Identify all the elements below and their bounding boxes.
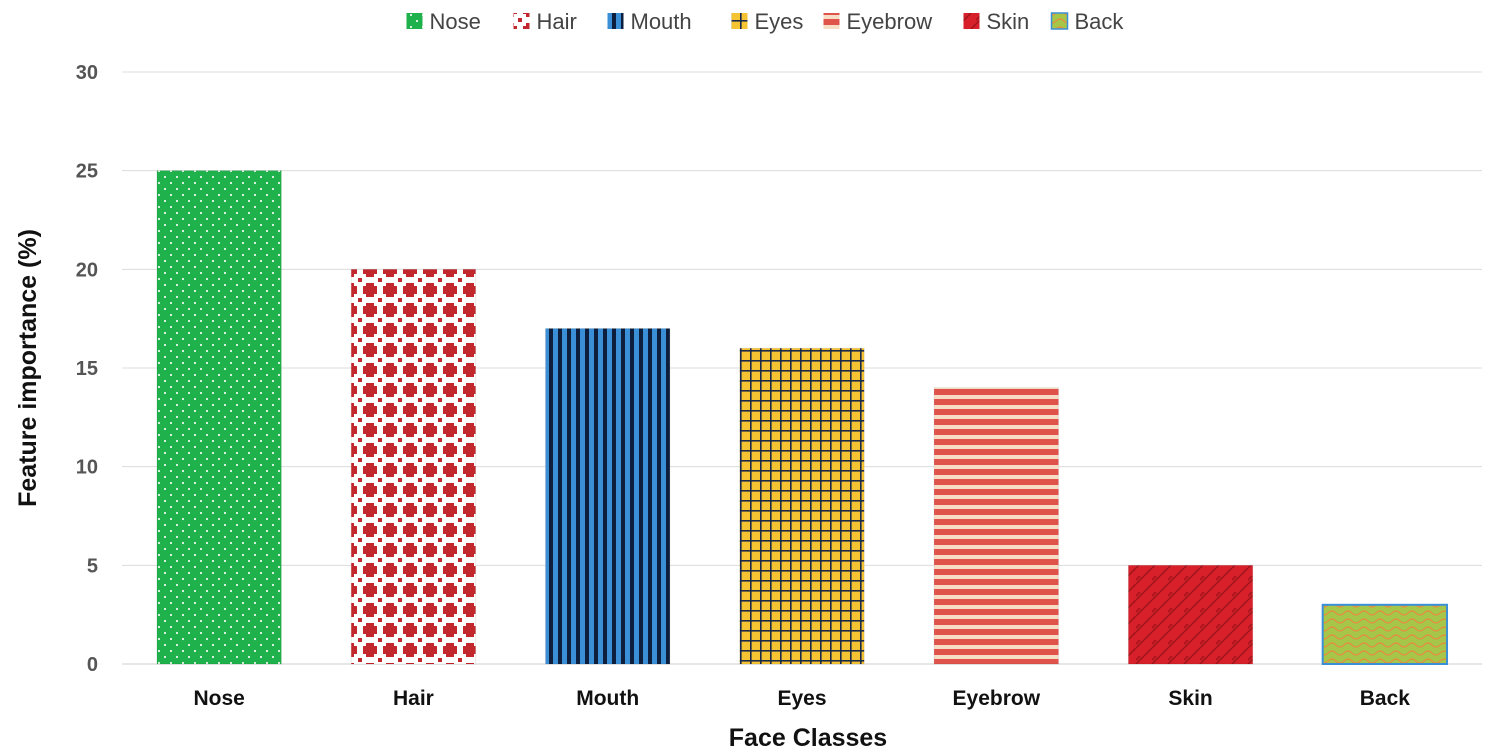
legend-label-nose: Nose — [430, 9, 481, 34]
legend-swatch-mouth — [607, 13, 624, 29]
legend-label-hair: Hair — [537, 9, 577, 34]
bar-nose — [156, 170, 282, 665]
y-axis-title: Feature importance (%) — [14, 229, 42, 507]
legend: Nose Hair Mouth Eyes Eyebrow Skin Back — [406, 9, 1125, 34]
x-tick-label-hair: Hair — [393, 687, 434, 710]
bar-eyebrow — [933, 387, 1059, 665]
x-tick-label-eyebrow: Eyebrow — [953, 687, 1041, 710]
legend-swatch-back — [1050, 12, 1069, 30]
legend-item-skin: Skin — [963, 9, 1030, 34]
bar-mouth — [545, 328, 671, 665]
x-axis-ticks: Nose Hair Mouth Eyes Eyebrow Skin Back — [193, 687, 1410, 710]
bars — [156, 170, 1449, 665]
legend-label-eyes: Eyes — [755, 9, 804, 34]
x-tick-label-back: Back — [1360, 687, 1411, 710]
legend-swatch-nose — [406, 13, 423, 29]
legend-item-eyebrow: Eyebrow — [823, 9, 933, 34]
x-axis-title: Face Classes — [729, 724, 887, 752]
y-tick-label-25: 25 — [76, 161, 98, 183]
bar-eyes — [739, 347, 865, 665]
legend-swatch-eyebrow — [823, 13, 840, 29]
legend-item-mouth: Mouth — [607, 9, 692, 34]
x-tick-label-nose: Nose — [193, 687, 244, 710]
x-tick-label-skin: Skin — [1168, 687, 1212, 710]
y-tick-label-0: 0 — [87, 654, 98, 676]
legend-label-back: Back — [1075, 9, 1125, 34]
legend-label-mouth: Mouth — [631, 9, 692, 34]
bar-back — [1321, 603, 1449, 665]
x-tick-label-eyes: Eyes — [777, 687, 826, 710]
y-tick-label-10: 10 — [76, 457, 98, 479]
legend-label-skin: Skin — [987, 9, 1030, 34]
y-axis-ticks: 0 5 10 15 20 25 30 — [76, 62, 98, 676]
legend-label-eyebrow: Eyebrow — [847, 9, 933, 34]
y-tick-label-5: 5 — [87, 555, 98, 577]
legend-swatch-hair — [513, 13, 530, 29]
bar-skin — [1127, 564, 1254, 665]
legend-item-nose: Nose — [406, 9, 481, 34]
legend-item-hair: Hair — [513, 9, 577, 34]
bar-hair — [350, 268, 477, 665]
legend-swatch-skin — [963, 13, 980, 29]
legend-item-eyes: Eyes — [731, 9, 804, 34]
y-tick-label-15: 15 — [76, 358, 98, 380]
legend-swatch-eyes — [731, 13, 748, 29]
legend-item-back: Back — [1050, 9, 1125, 34]
y-tick-label-20: 20 — [76, 259, 98, 281]
y-tick-label-30: 30 — [76, 62, 98, 84]
x-tick-label-mouth: Mouth — [576, 687, 639, 710]
